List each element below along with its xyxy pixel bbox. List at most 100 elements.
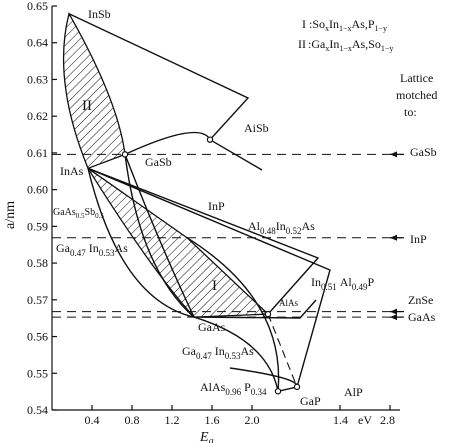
- legend-I: I:SoxIn1−xAs,P1−y: [302, 17, 387, 33]
- curve-gap-alp: [277, 386, 298, 392]
- label-inp: InP: [208, 199, 225, 213]
- annot-alinas-m2: In: [276, 219, 286, 233]
- legend-II-m3: As,So: [352, 37, 381, 51]
- legend-I-main: :So: [309, 17, 325, 31]
- curve-gaas-alp-low: [229, 367, 298, 388]
- annot-inalp-m1: In: [311, 275, 321, 289]
- legend-II-s2: 1−x: [339, 44, 352, 53]
- y-tick-label-5: 0.59: [27, 219, 48, 233]
- annot-alasp-s1: 0.96: [225, 387, 241, 397]
- y-tick-label-6: 0.60: [27, 183, 48, 197]
- label-gasb: GaSb: [145, 155, 172, 169]
- curve-inas-alas: [87, 167, 320, 315]
- ref-arrowhead-gaas: [390, 314, 397, 321]
- annot-gaassb-m2: Sb: [85, 207, 96, 218]
- x-tick-label-1-4: 1.4: [333, 413, 348, 427]
- annot-alinas-s1: 0.48: [260, 226, 276, 236]
- annot-gaassb-m1: GaAs: [53, 207, 76, 218]
- annot-alinas-m3: As: [302, 219, 316, 233]
- lattice-note-line-2: motched: [396, 88, 437, 102]
- annot-gainas-bottom-m1: Ga: [182, 344, 197, 358]
- curve-inas-alp: [87, 167, 331, 388]
- marker-alas: [264, 310, 272, 318]
- curve-gainas-bottom: [193, 299, 317, 319]
- legend-I-m2: In: [329, 17, 339, 31]
- x-axis-title-sub: g: [209, 436, 214, 443]
- x-axis-title-main: E: [199, 430, 209, 443]
- y-tick-label-8: 0.62: [27, 109, 48, 123]
- marker-aisb: [206, 136, 214, 143]
- x-tick-label-2-8: 2.8: [380, 413, 395, 427]
- region-II-hatch: [62, 11, 126, 170]
- ref-label-inp: InP: [410, 232, 427, 246]
- x-tick-label-0: 0.4: [85, 413, 100, 427]
- annot-gainas-bottom-s1: 0.47: [196, 351, 212, 361]
- region-II-label: II: [82, 98, 92, 114]
- legend-I-m3: As,P: [352, 17, 375, 31]
- annot-inalp-m2: Al: [340, 275, 353, 289]
- region-I-label: I: [212, 278, 217, 294]
- legend-II-numeral: II: [298, 37, 306, 51]
- x-tick-label-4: 2.0: [245, 413, 260, 427]
- annot-alasp: AlAs0.96 P0.34: [200, 380, 267, 397]
- annot-gainas-bottom-s2: 0.53: [225, 351, 241, 361]
- ref-label-gasb: GaSb: [410, 145, 437, 159]
- y-tick-label-9: 0.63: [27, 72, 48, 86]
- lattice-note-line-1: Lattice: [400, 71, 433, 85]
- curve-inp-gap: [186, 237, 280, 392]
- annot-inalp-m3: P: [368, 275, 375, 289]
- legend-I-numeral: I: [302, 17, 306, 31]
- legend-II-main: :Ga: [308, 37, 326, 51]
- legend-I-s1: x: [325, 24, 329, 33]
- annot-gainas-bottom-m3: As: [241, 344, 255, 358]
- legend-I-s3: 1−y: [375, 24, 388, 33]
- annot-alasp-m1: AlAs: [200, 380, 226, 394]
- annot-gainas-left-m1: Ga: [56, 241, 71, 255]
- y-tick-label-2: 0.56: [27, 330, 48, 344]
- ref-arrowhead-inp: [390, 234, 397, 241]
- x-tick-label-2: 1.2: [165, 413, 180, 427]
- annot-gainas-left-m3: As: [115, 241, 129, 255]
- marker-gap: [274, 388, 282, 395]
- annot-gainas-left-m2: In: [89, 241, 99, 255]
- x-tick-label-3: 1.6: [205, 413, 220, 427]
- annot-inalp: In0.51 Al0.49P: [311, 275, 375, 292]
- marker-alp: [293, 383, 301, 391]
- x-unit-label: eV: [358, 413, 372, 427]
- annot-alinas: Al0.48In0.52As: [248, 219, 315, 236]
- y-tick-label-10: 0.64: [27, 36, 48, 50]
- marker-gasb: [121, 151, 129, 158]
- label-inas: InAs: [60, 164, 84, 178]
- annot-alasp-m2: P: [244, 380, 251, 394]
- y-tick-label-11: 0.65: [27, 0, 48, 13]
- ref-arrowhead-znse: [390, 308, 397, 315]
- ref-label-znse: ZnSe: [408, 293, 433, 307]
- lattice-note-line-3: to:: [404, 105, 417, 119]
- label-aisb: AiSb: [244, 121, 269, 135]
- annot-alasp-s2: 0.34: [251, 387, 267, 397]
- curve-gasb-alsb: [124, 131, 211, 156]
- y-tick-label-1: 0.55: [27, 366, 48, 380]
- label-gaas: GaAs: [198, 320, 226, 334]
- annot-alinas-s2: 0.52: [286, 226, 302, 236]
- legend-I-s2: 1−x: [339, 24, 352, 33]
- label-alp: AlP: [344, 385, 363, 399]
- x-axis-title: Eg: [199, 430, 214, 443]
- legend-II-s3: 1−y: [381, 44, 394, 53]
- y-tick-label-3: 0.57: [27, 293, 48, 307]
- label-gap: GaP: [300, 394, 321, 408]
- annot-gainas-left-s1: 0.47: [70, 248, 86, 258]
- y-tick-label-0: 0.54: [27, 403, 48, 417]
- annot-inalp-s1: 0.51: [321, 282, 337, 292]
- curve-alas-alp-dashed: [267, 313, 298, 388]
- legend-II: II:GaxIn1−xAs,So1−y: [298, 37, 393, 53]
- x-tick-label-1: 0.8: [125, 413, 140, 427]
- annot-gaassb-s2: 0.5: [95, 212, 104, 220]
- y-axis-title: a/nm: [3, 201, 18, 229]
- annot-gainas-left: Ga0.47 In0.53As: [56, 241, 128, 258]
- annot-gainas-bottom: Ga0.47 In0.53As: [182, 344, 254, 361]
- label-insb: InSb: [88, 7, 111, 21]
- label-alas: AlAs: [279, 298, 298, 308]
- curve-gaas-gap: [193, 316, 279, 392]
